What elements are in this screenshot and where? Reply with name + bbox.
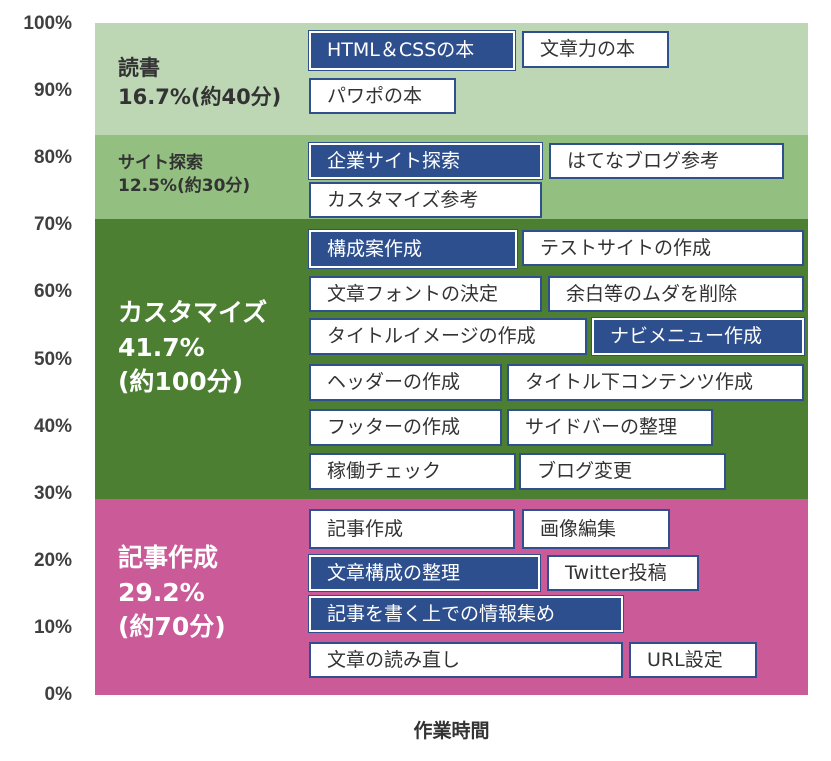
task-box: 文章フォントの決定 — [309, 276, 542, 312]
task-box: 企業サイト探索 — [308, 142, 543, 180]
task-box: 稼働チェック — [309, 453, 516, 490]
task-box: ナビメニュー作成 — [591, 317, 805, 356]
task-box: 文章力の本 — [522, 31, 669, 68]
y-tick-label: 10% — [33, 616, 72, 638]
task-box: URL設定 — [629, 642, 757, 678]
task-box: タイトル下コンテンツ作成 — [507, 364, 804, 401]
task-box: 文章構成の整理 — [308, 554, 541, 592]
y-tick-label: 30% — [33, 482, 72, 504]
y-tick-label: 0% — [44, 684, 72, 705]
task-box: テストサイトの作成 — [522, 230, 804, 266]
task-box: 画像編集 — [522, 509, 670, 549]
y-tick-label: 60% — [33, 281, 72, 303]
task-box: ブログ変更 — [519, 453, 726, 490]
task-box: Twitter投稿 — [547, 555, 699, 591]
task-box: パワポの本 — [309, 78, 456, 114]
segment-label: サイト探索 12.5%(約30分) — [118, 153, 251, 197]
task-box: フッターの作成 — [309, 409, 502, 446]
y-tick-label: 80% — [33, 147, 72, 169]
task-box: サイドバーの整理 — [507, 409, 713, 446]
segment-label: 読書 16.7%(約40分) — [118, 56, 282, 109]
task-box: 余白等のムダを削除 — [548, 276, 804, 312]
x-axis-label: 作業時間 — [413, 720, 490, 742]
y-tick-label: 20% — [33, 549, 72, 571]
segment-label: 記事作成 29.2% (約70分) — [118, 543, 226, 641]
task-box: ヘッダーの作成 — [309, 364, 502, 401]
task-box: タイトルイメージの作成 — [309, 318, 587, 355]
y-tick-label: 90% — [33, 80, 72, 102]
task-box: 記事を書く上での情報集め — [308, 595, 624, 633]
task-box: はてなブログ参考 — [549, 143, 784, 179]
y-tick-label: 40% — [33, 415, 72, 437]
task-box: HTML＆CSSの本 — [308, 30, 516, 71]
task-box: カスタマイズ参考 — [309, 182, 542, 218]
task-box: 文章の読み直し — [309, 642, 623, 678]
y-tick-label: 100% — [23, 13, 72, 34]
task-box: 記事作成 — [309, 509, 515, 549]
segment-label: カスタマイズ 41.7% (約100分) — [118, 298, 268, 396]
task-box: 構成案作成 — [308, 229, 518, 269]
y-tick-label: 70% — [33, 214, 72, 236]
y-tick-label: 50% — [33, 348, 72, 370]
